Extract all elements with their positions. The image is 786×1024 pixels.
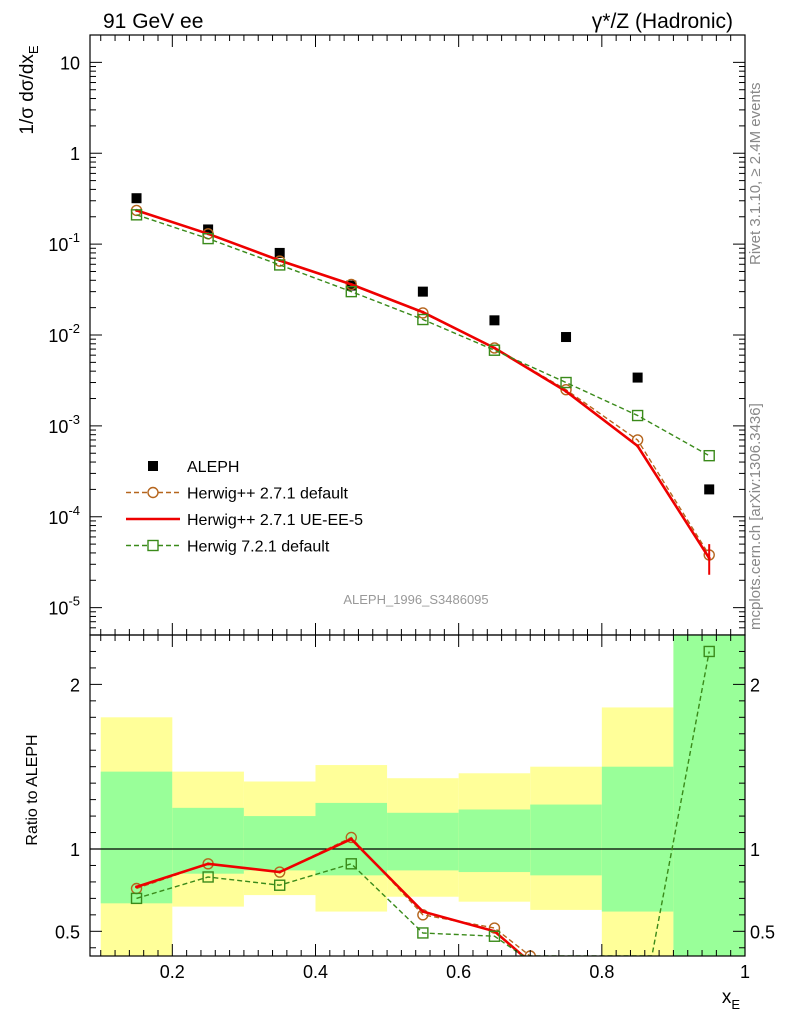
legend: ALEPH Herwig++ 2.7.1 default Herwig++ 2.7.… bbox=[126, 459, 363, 556]
series-point bbox=[202, 232, 214, 245]
series-point bbox=[349, 282, 353, 286]
main-ylabel: 1/σ dσ/dxE bbox=[17, 45, 41, 135]
series-point bbox=[417, 313, 429, 326]
ratio-frame bbox=[89, 634, 746, 957]
series-point bbox=[130, 209, 143, 221]
band-green bbox=[601, 766, 674, 912]
series-point bbox=[488, 930, 501, 942]
series-point bbox=[560, 376, 572, 389]
y-tick-label-right: 0.5 bbox=[750, 922, 775, 942]
data-point bbox=[704, 484, 715, 495]
y-tick-label: 10-4 bbox=[48, 503, 80, 528]
series-point bbox=[631, 409, 644, 422]
series-point bbox=[345, 278, 357, 291]
series-point bbox=[703, 449, 715, 462]
y-tick-label-right: 2 bbox=[750, 675, 760, 695]
y-tick-label: 2 bbox=[70, 675, 80, 695]
series-point bbox=[202, 871, 214, 883]
series-point bbox=[206, 862, 210, 866]
series-point bbox=[488, 344, 501, 356]
mcplots-label: mcplots.cern.ch [arXiv:1306.3436] bbox=[747, 403, 764, 630]
x-tick-label: 1 bbox=[740, 962, 750, 982]
y-tick-label: 0.5 bbox=[55, 922, 80, 942]
series-point bbox=[135, 885, 139, 889]
data-point bbox=[561, 332, 572, 343]
series-point bbox=[345, 831, 357, 844]
series-point bbox=[278, 870, 282, 874]
series-point bbox=[345, 858, 357, 870]
y-tick-label-right: 1 bbox=[750, 840, 760, 860]
rivet-label: Rivet 3.1.10, ≥ 2.4M events bbox=[747, 83, 764, 266]
analysis-watermark: ALEPH_1996_S3486095 bbox=[343, 592, 488, 607]
data-point bbox=[274, 247, 285, 258]
series-point bbox=[273, 259, 286, 271]
band-green bbox=[387, 812, 459, 871]
series-point bbox=[349, 837, 353, 841]
data-point bbox=[417, 286, 428, 297]
series-point bbox=[417, 927, 429, 939]
ratio-ylabel: Ratio to ALEPH bbox=[24, 734, 41, 845]
series-line bbox=[136, 209, 711, 559]
series-point bbox=[421, 310, 425, 314]
series-point bbox=[421, 910, 425, 914]
legend-label: Herwig 7.2.1 default bbox=[187, 539, 330, 556]
x-tick-label: 0.6 bbox=[446, 962, 471, 982]
ratio-xlabel: xE bbox=[722, 987, 741, 1012]
x-tick-label: 0.4 bbox=[303, 962, 328, 982]
series-point bbox=[636, 444, 640, 448]
legend-label: ALEPH bbox=[187, 459, 239, 476]
y-tick-label: 10-1 bbox=[48, 230, 80, 255]
y-tick-label: 1 bbox=[70, 840, 80, 860]
legend-marker bbox=[148, 461, 158, 471]
series-point bbox=[488, 922, 501, 934]
header-right: γ*/Z (Hadronic) bbox=[592, 10, 733, 33]
band-green bbox=[458, 809, 531, 873]
band-green bbox=[673, 635, 745, 956]
series-point bbox=[130, 892, 143, 905]
series-point bbox=[703, 645, 715, 658]
legend-marker bbox=[147, 539, 159, 552]
y-tick-label: 10-3 bbox=[48, 412, 80, 437]
series-point bbox=[273, 879, 286, 891]
data-point bbox=[489, 315, 500, 326]
legend-label: Herwig++ 2.7.1 default bbox=[187, 486, 349, 503]
series-point bbox=[492, 346, 496, 350]
band-green bbox=[530, 804, 602, 876]
series-line bbox=[136, 209, 710, 556]
y-tick-label: 1 bbox=[70, 144, 80, 164]
series-line bbox=[136, 214, 710, 457]
series-point bbox=[345, 285, 357, 298]
series-point bbox=[564, 389, 568, 393]
x-tick-label: 0.8 bbox=[589, 962, 614, 982]
legend-label: Herwig++ 2.7.1 UE-EE-5 bbox=[187, 512, 363, 529]
x-tick-label: 0.2 bbox=[160, 962, 185, 982]
data-point bbox=[131, 193, 142, 204]
series-point bbox=[417, 307, 429, 319]
y-tick-label: 10-2 bbox=[48, 321, 80, 346]
y-tick-label: 10 bbox=[60, 53, 80, 73]
y-tick-label: 10-5 bbox=[48, 594, 80, 619]
header-left: 91 GeV ee bbox=[103, 10, 203, 33]
data-point bbox=[632, 372, 643, 383]
legend-marker bbox=[147, 486, 159, 499]
band-green bbox=[100, 771, 173, 904]
series-line bbox=[136, 651, 710, 956]
band-green bbox=[243, 816, 316, 871]
